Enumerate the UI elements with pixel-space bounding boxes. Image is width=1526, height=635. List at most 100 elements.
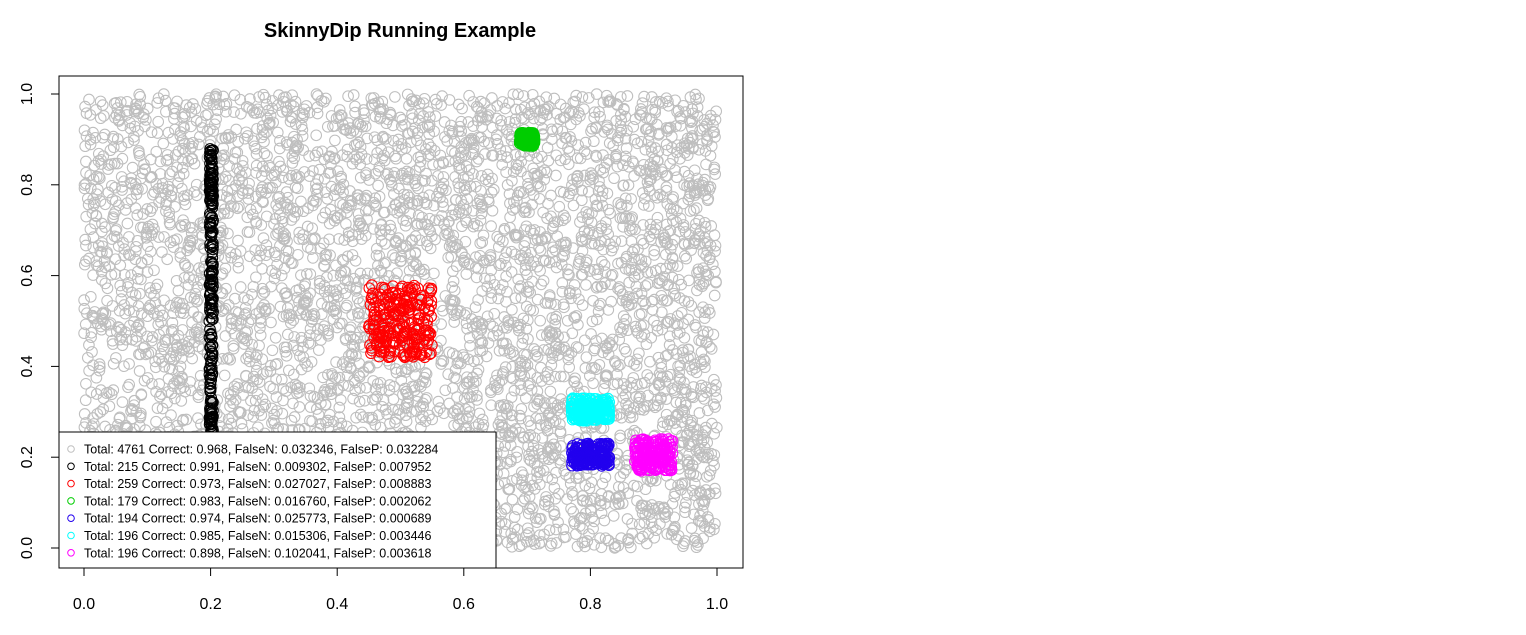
data-point: [701, 470, 713, 483]
data-point: [579, 540, 591, 553]
data-point: [132, 319, 145, 332]
data-point: [591, 268, 604, 281]
data-point: [553, 200, 566, 213]
data-point: [544, 385, 557, 398]
data-point: [103, 400, 116, 413]
data-point: [690, 202, 703, 214]
data-point: [443, 94, 456, 106]
data-point: [516, 474, 528, 487]
data-point: [122, 381, 134, 394]
data-point: [80, 155, 92, 168]
data-point: [301, 360, 314, 373]
data-point: [178, 122, 190, 135]
data-point: [597, 149, 609, 161]
data-point: [511, 445, 524, 458]
data-point: [691, 101, 704, 114]
data-point: [424, 111, 436, 124]
data-point: [80, 210, 93, 223]
data-point: [91, 183, 104, 196]
data-point: [378, 257, 391, 270]
data-point: [156, 402, 169, 415]
data-point: [633, 347, 645, 360]
data-point: [132, 145, 145, 157]
data-point: [525, 500, 537, 513]
data-point: [652, 399, 664, 412]
data-point: [710, 392, 723, 404]
data-point: [485, 286, 498, 299]
data-point: [590, 313, 603, 326]
data-point: [438, 116, 451, 128]
data-point: [288, 411, 301, 423]
data-point: [567, 199, 580, 212]
data-point: [334, 109, 347, 121]
data-point: [234, 93, 247, 106]
data-point: [515, 403, 528, 415]
data-point: [96, 246, 108, 259]
data-point: [80, 377, 92, 390]
data-point: [151, 127, 164, 139]
data-point: [192, 412, 204, 424]
data-point: [372, 164, 385, 177]
data-point: [614, 489, 626, 502]
data-point: [431, 405, 444, 418]
points-layer: [78, 88, 723, 554]
data-point: [320, 248, 333, 261]
data-point: [598, 514, 611, 527]
data-point: [110, 223, 123, 236]
data-point: [628, 243, 641, 256]
data-point: [123, 304, 135, 317]
data-point: [627, 120, 640, 133]
data-point: [161, 253, 174, 266]
data-point: [340, 218, 352, 230]
data-point: [321, 301, 334, 313]
data-point: [698, 393, 710, 405]
data-point: [585, 328, 597, 340]
data-point: [296, 111, 309, 124]
data-point: [174, 251, 187, 264]
data-point: [318, 259, 330, 272]
data-point: [472, 294, 484, 306]
data-point: [606, 340, 619, 352]
data-point: [150, 385, 162, 398]
data-point: [258, 147, 271, 160]
data-point: [634, 390, 646, 403]
data-point: [626, 517, 638, 530]
data-point: [334, 394, 347, 406]
data-point: [104, 144, 117, 157]
data-point: [174, 247, 187, 259]
data-point: [312, 344, 325, 356]
data-point: [660, 218, 673, 231]
data-point: [661, 370, 674, 383]
data-point: [216, 352, 229, 365]
data-point: [269, 267, 282, 280]
data-point: [580, 279, 592, 291]
data-point: [167, 133, 179, 145]
data-point: [145, 287, 157, 299]
data-point: [534, 264, 546, 277]
data-point: [358, 107, 370, 120]
data-point: [118, 268, 131, 281]
data-point: [526, 88, 539, 101]
data-point: [348, 150, 361, 163]
data-point: [511, 523, 524, 536]
data-point: [524, 224, 537, 236]
data-point: [299, 357, 311, 369]
data-point: [83, 93, 95, 106]
data-point: [590, 334, 602, 347]
data-point: [512, 324, 525, 337]
data-point: [615, 235, 628, 247]
data-point: [523, 491, 536, 503]
data-point: [84, 290, 97, 303]
data-point: [604, 207, 616, 220]
data-point: [455, 125, 468, 137]
data-point: [528, 343, 540, 355]
data-point: [78, 182, 91, 195]
data-point: [464, 339, 476, 352]
data-point: [707, 328, 720, 341]
data-point: [83, 339, 95, 351]
data-point: [133, 365, 146, 377]
data-point: [592, 305, 605, 318]
data-point: [121, 217, 134, 230]
data-point: [705, 447, 718, 460]
